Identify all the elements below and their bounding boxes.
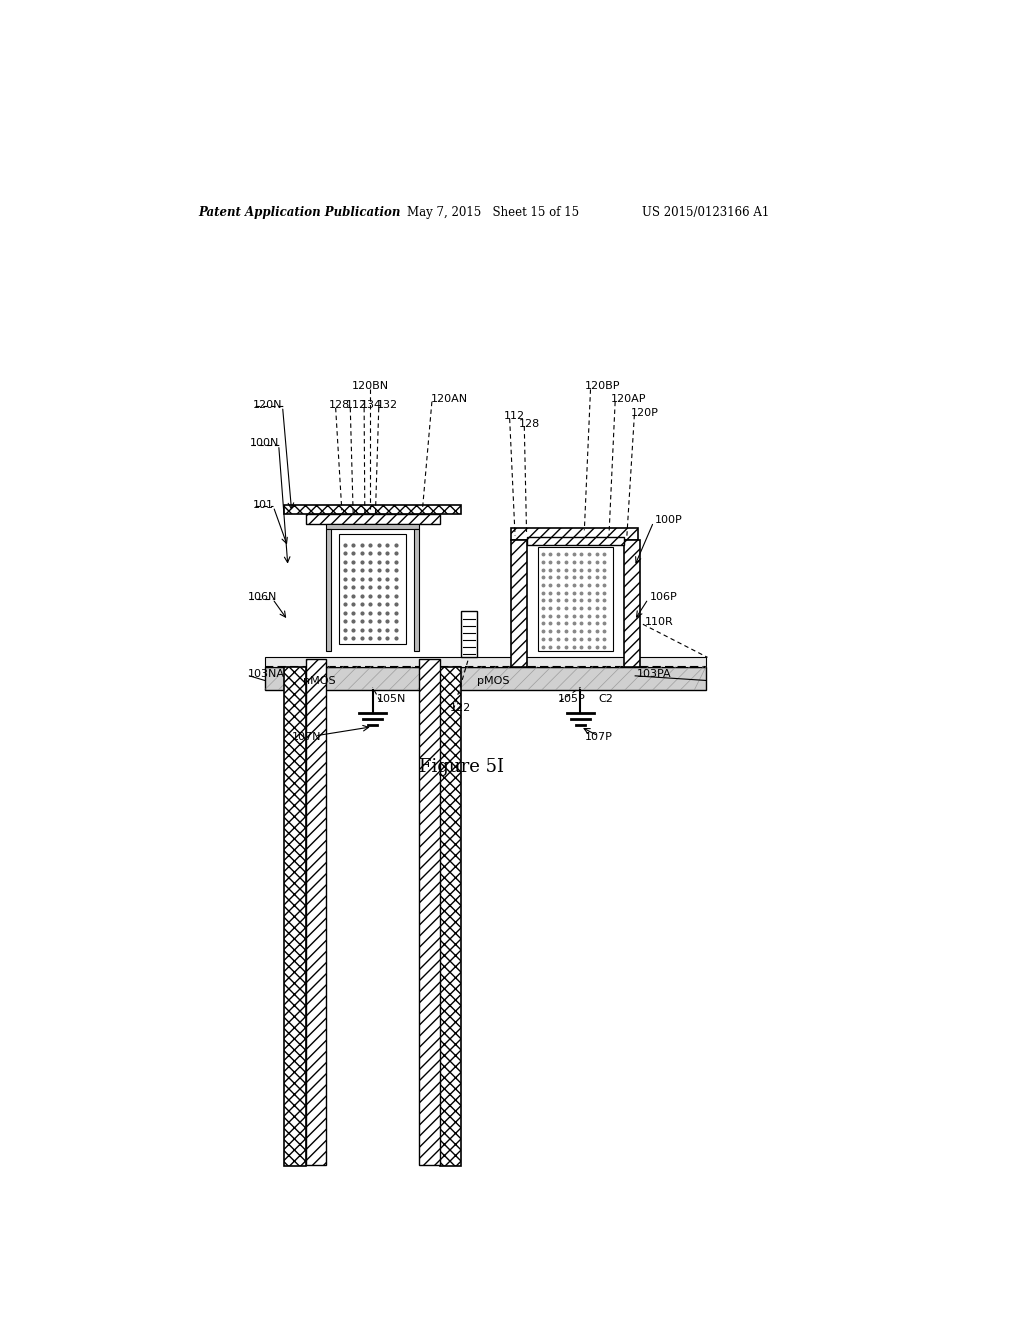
Bar — [283, 506, 461, 515]
Text: 112: 112 — [345, 400, 367, 409]
Text: 106P: 106P — [649, 593, 677, 602]
Text: 105N: 105N — [376, 694, 406, 704]
Bar — [326, 524, 419, 529]
Text: 132: 132 — [376, 400, 397, 409]
Text: 100P: 100P — [654, 515, 683, 525]
Text: Figure 5I: Figure 5I — [418, 758, 503, 776]
Text: 120BP: 120BP — [584, 380, 620, 391]
Bar — [326, 529, 331, 651]
Text: 107N: 107N — [291, 733, 321, 742]
Text: 101: 101 — [253, 500, 274, 510]
Text: 103NA: 103NA — [248, 669, 284, 680]
Bar — [624, 540, 639, 667]
Text: 122: 122 — [449, 704, 471, 713]
Bar — [265, 657, 705, 667]
Text: nMOS: nMOS — [303, 676, 335, 686]
Text: Patent Application Publication: Patent Application Publication — [198, 206, 399, 219]
Text: 105P: 105P — [556, 694, 585, 704]
Text: 112: 112 — [503, 412, 524, 421]
Text: May 7, 2015   Sheet 15 of 15: May 7, 2015 Sheet 15 of 15 — [407, 206, 579, 219]
Bar — [538, 548, 612, 651]
Text: 100N: 100N — [250, 438, 278, 449]
Bar — [439, 667, 461, 1166]
Text: 134: 134 — [361, 400, 382, 409]
Text: pMOS: pMOS — [476, 676, 508, 686]
Bar — [461, 611, 476, 657]
Bar — [339, 535, 406, 644]
Bar — [265, 667, 705, 689]
Text: US 2015/0123166 A1: US 2015/0123166 A1 — [642, 206, 768, 219]
Text: 128: 128 — [328, 400, 350, 409]
Text: 120AN: 120AN — [430, 393, 467, 404]
Bar — [306, 515, 439, 524]
Bar — [511, 540, 526, 667]
Bar — [283, 667, 306, 1166]
Text: 120N: 120N — [253, 400, 282, 409]
Text: 120AP: 120AP — [610, 393, 646, 404]
Text: 128: 128 — [519, 418, 540, 429]
Text: 103PA: 103PA — [636, 669, 671, 680]
Text: 107P: 107P — [584, 733, 611, 742]
Text: 120P: 120P — [630, 408, 658, 417]
Text: C2: C2 — [597, 694, 612, 704]
Text: 110R: 110R — [644, 616, 673, 627]
Bar — [306, 659, 326, 1164]
Bar — [526, 537, 624, 545]
Bar — [419, 659, 439, 1164]
Text: 106N: 106N — [248, 593, 277, 602]
Bar — [414, 529, 419, 651]
Text: 120BN: 120BN — [352, 380, 388, 391]
Bar — [511, 528, 638, 540]
